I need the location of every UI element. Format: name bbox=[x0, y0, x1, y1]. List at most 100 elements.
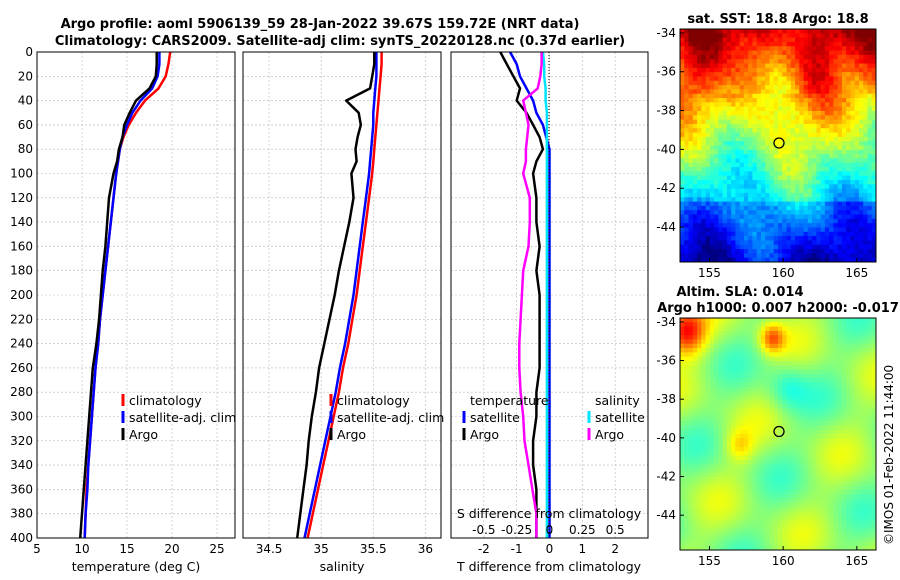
heatmap-cell bbox=[816, 446, 822, 452]
heatmap-cell bbox=[867, 511, 873, 517]
heatmap-cell bbox=[846, 128, 852, 134]
heatmap-cell bbox=[812, 158, 817, 164]
heatmap-cell bbox=[726, 98, 732, 103]
heatmap-cell bbox=[790, 33, 796, 39]
heatmap-cell bbox=[756, 54, 762, 60]
heatmap-cell bbox=[748, 438, 754, 444]
heatmap-cell bbox=[820, 455, 826, 461]
heatmap-cell bbox=[786, 37, 792, 43]
heatmap-cell bbox=[820, 360, 826, 366]
heatmap-cell bbox=[824, 67, 830, 73]
heatmap-cell bbox=[824, 464, 830, 469]
heatmap-cell bbox=[752, 369, 758, 375]
heatmap-cell bbox=[726, 180, 732, 185]
heatmap-cell bbox=[782, 524, 788, 530]
heatmap-cell bbox=[714, 93, 719, 99]
heatmap-cell bbox=[854, 352, 860, 358]
heatmap-cell bbox=[773, 50, 779, 56]
heatmap-cell bbox=[786, 33, 792, 39]
heatmap-cell bbox=[692, 37, 698, 43]
heatmap-cell bbox=[760, 249, 766, 254]
heatmap-cell bbox=[739, 459, 745, 465]
heatmap-cell bbox=[760, 330, 766, 336]
heatmap-cell bbox=[739, 218, 745, 224]
heatmap-cell bbox=[833, 494, 839, 500]
heatmap-cell bbox=[765, 468, 771, 474]
heatmap-cell bbox=[726, 318, 732, 323]
heatmap-cell bbox=[726, 395, 732, 401]
heatmap-cell bbox=[769, 197, 775, 203]
heatmap-cell bbox=[820, 218, 826, 224]
heatmap-cell bbox=[752, 489, 758, 495]
salinity-ticks: 34.5 35 35.5 36 bbox=[256, 542, 433, 556]
heatmap-cell bbox=[760, 102, 766, 108]
heatmap-cell bbox=[790, 188, 796, 194]
heatmap-cell bbox=[778, 41, 783, 47]
heatmap-cell bbox=[684, 67, 690, 73]
heatmap-cell bbox=[743, 378, 749, 384]
heatmap-cell bbox=[812, 214, 817, 220]
heatmap-cell bbox=[829, 339, 834, 345]
heatmap-cell bbox=[854, 63, 860, 69]
heatmap-cell bbox=[854, 434, 860, 439]
heatmap-cell bbox=[850, 481, 856, 487]
legend-satellite-clim: satellite-adj. clim bbox=[337, 410, 444, 425]
heatmap-cell bbox=[718, 446, 724, 452]
heatmap-cell bbox=[769, 54, 775, 60]
heatmap-cell bbox=[731, 507, 736, 512]
heatmap-cell bbox=[833, 369, 839, 375]
heatmap-cell bbox=[722, 485, 728, 491]
heatmap-cell bbox=[820, 352, 826, 358]
heatmap-cell bbox=[871, 494, 876, 500]
heatmap-cell bbox=[731, 408, 736, 414]
heatmap-cell bbox=[773, 41, 779, 47]
heatmap-cell bbox=[718, 214, 724, 220]
heatmap-cell bbox=[816, 67, 822, 73]
heatmap-cell bbox=[692, 67, 698, 73]
heatmap-cell bbox=[816, 33, 822, 39]
heatmap-cell bbox=[786, 360, 792, 366]
heatmap-cell bbox=[812, 244, 817, 250]
heatmap-cell bbox=[795, 115, 800, 121]
heatmap-cell bbox=[820, 446, 826, 452]
heatmap-cell bbox=[709, 365, 715, 371]
heatmap-cell bbox=[701, 528, 707, 534]
heatmap-cell bbox=[688, 236, 694, 242]
heatmap-cell bbox=[803, 98, 809, 103]
heatmap-cell bbox=[854, 37, 860, 43]
heatmap-cell bbox=[867, 343, 873, 349]
heatmap-cell bbox=[871, 231, 876, 237]
heatmap-cell bbox=[790, 253, 796, 259]
heatmap-cell bbox=[807, 63, 813, 69]
heatmap-cell bbox=[854, 468, 860, 474]
heatmap-cell bbox=[829, 123, 834, 129]
heatmap-cell bbox=[833, 502, 839, 508]
heatmap-cell bbox=[786, 249, 792, 254]
heatmap-cell bbox=[786, 106, 792, 112]
heatmap-cell bbox=[739, 438, 745, 444]
heatmap-cell bbox=[684, 231, 690, 237]
heatmap-cell bbox=[718, 210, 724, 216]
heatmap-cell bbox=[837, 360, 843, 366]
heatmap-cell bbox=[803, 515, 809, 521]
x-tick-label: 1 bbox=[579, 542, 587, 556]
heatmap-cell bbox=[846, 472, 852, 478]
heatmap-cell bbox=[735, 128, 741, 134]
heatmap-cell bbox=[863, 98, 869, 103]
heatmap-cell bbox=[795, 528, 800, 534]
s-tick-label: 0 bbox=[546, 523, 554, 537]
heatmap-cell bbox=[858, 231, 864, 237]
heatmap-cell bbox=[722, 72, 728, 78]
heatmap-cell bbox=[743, 408, 749, 414]
heatmap-cell bbox=[748, 335, 754, 341]
heatmap-cell bbox=[846, 214, 852, 220]
heatmap-cell bbox=[739, 498, 745, 504]
heatmap-cell bbox=[718, 110, 724, 116]
heatmap-cell bbox=[829, 399, 834, 405]
heatmap-cell bbox=[722, 223, 728, 229]
heatmap-cell bbox=[850, 149, 856, 155]
heatmap-cell bbox=[718, 136, 724, 142]
heatmap-cell bbox=[863, 227, 869, 233]
heatmap-cell bbox=[765, 464, 771, 469]
heatmap-cell bbox=[778, 399, 783, 405]
